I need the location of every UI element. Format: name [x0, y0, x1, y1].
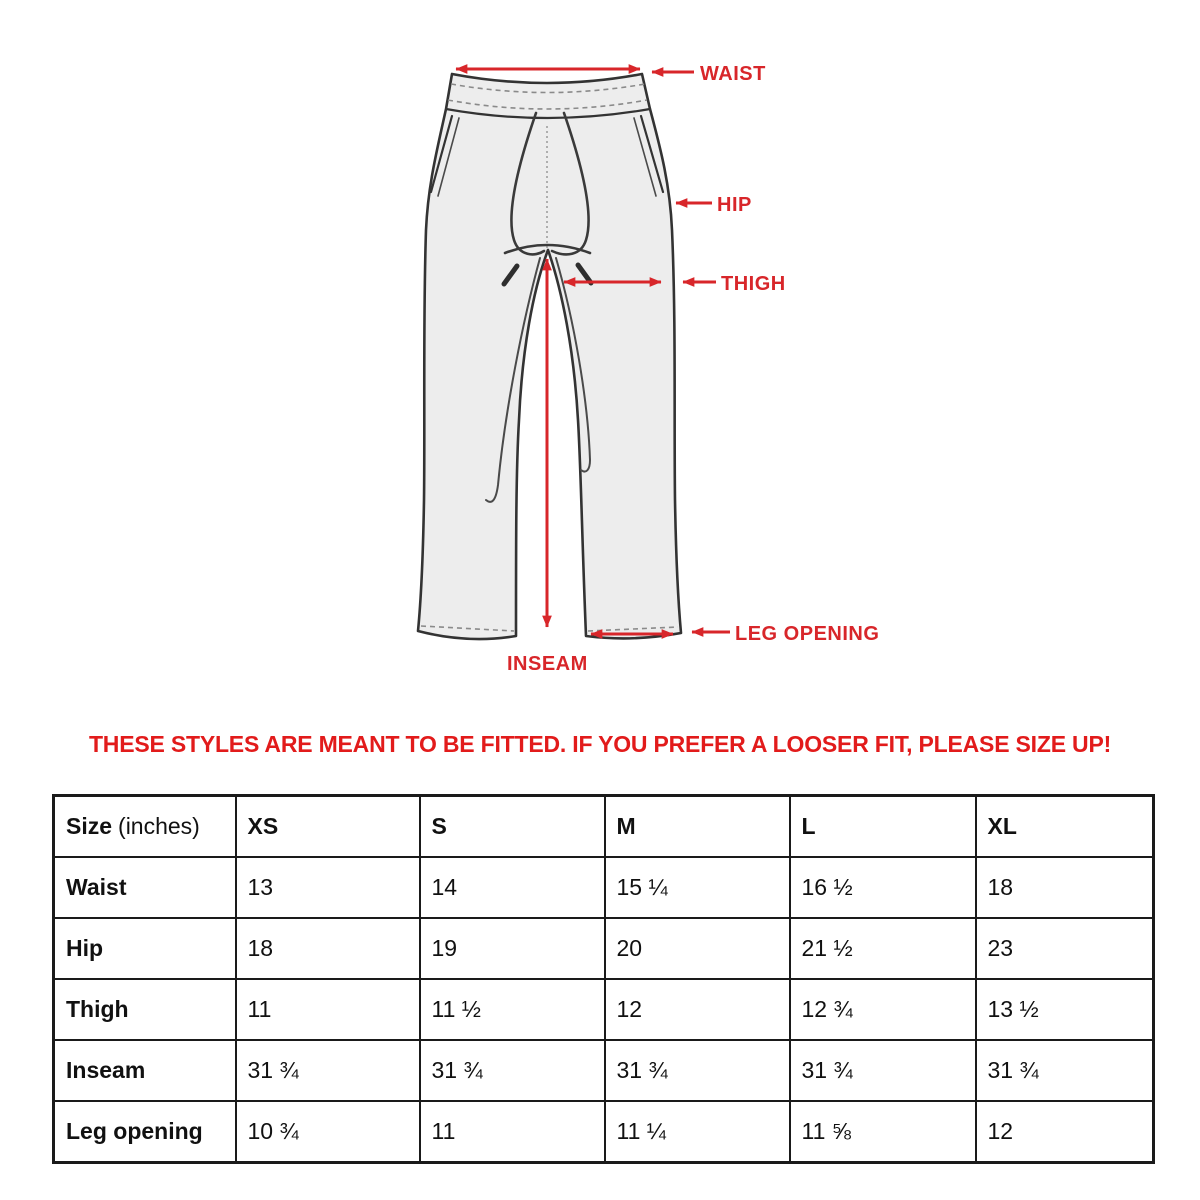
leg-opening-l: 11 ⅝: [788, 1100, 977, 1164]
leg-opening-m: 11 ¼: [603, 1100, 791, 1164]
fit-notice: THESE STYLES ARE MEANT TO BE FITTED. IF …: [88, 731, 1112, 757]
inseam-label: INSEAM: [507, 653, 588, 675]
header-m: M: [603, 794, 791, 858]
pants-sketch: [416, 72, 683, 641]
hip-s: 19: [418, 917, 606, 980]
row-label-leg-opening: Leg opening: [52, 1100, 237, 1164]
waist-xs: 13: [234, 856, 421, 919]
header-xs: XS: [234, 794, 421, 858]
waist-xl: 18: [974, 856, 1155, 919]
measurement-arrows: [455, 64, 730, 639]
inseam-s: 31 ¾: [418, 1039, 606, 1102]
thigh-xs: 11: [234, 978, 421, 1041]
header-xl: XL: [974, 794, 1155, 858]
table-row-leg-opening: Leg opening 10 ¾ 11 11 ¼ 11 ⅝ 12: [52, 1100, 1155, 1164]
row-label-inseam: Inseam: [52, 1039, 237, 1102]
size-table: Size (inches) XS S M L XL Waist 13 14 15 …: [52, 794, 1155, 1164]
table-row-thigh: Thigh 11 11 ½ 12 12 ¾ 13 ½: [52, 978, 1155, 1041]
right-pocket-line: [639, 114, 665, 194]
row-label-thigh: Thigh: [52, 978, 237, 1041]
pants-measurement-diagram: WAIST HIP THIGH LEG OPENING INSEAM: [416, 63, 879, 675]
right-pocket-stitch: [633, 117, 657, 197]
pants-body-outline: [416, 72, 683, 641]
unit-label: (inches): [118, 813, 200, 839]
drawstring-end-left: [485, 257, 541, 503]
waistband-stitch-bottom: [447, 99, 648, 110]
drawstring-aglet-left: [501, 263, 520, 287]
header-size-cell: Size (inches): [52, 794, 237, 858]
inseam-m: 31 ¾: [603, 1039, 791, 1102]
inseam-l: 31 ¾: [788, 1039, 977, 1102]
waist-label: WAIST: [700, 63, 766, 85]
leg-opening-xs: 10 ¾: [234, 1100, 421, 1164]
hip-l: 21 ½: [788, 917, 977, 980]
waistband-stitch-top: [450, 83, 646, 94]
table-header-row: Size (inches) XS S M L XL: [52, 794, 1155, 858]
leg-opening-label: LEG OPENING: [735, 623, 879, 645]
row-label-waist: Waist: [52, 856, 237, 919]
thigh-xl: 13 ½: [974, 978, 1155, 1041]
thigh-l: 12 ¾: [788, 978, 977, 1041]
inseam-xl: 31 ¾: [974, 1039, 1155, 1102]
left-hem-stitch: [420, 625, 515, 632]
leg-opening-xl: 12: [974, 1100, 1155, 1164]
waist-m: 15 ¼: [603, 856, 791, 919]
waistband-seam: [444, 107, 652, 120]
header-l: L: [788, 794, 977, 858]
right-hem-stitch: [587, 626, 679, 632]
hip-xl: 23: [974, 917, 1155, 980]
hip-xs: 18: [234, 917, 421, 980]
table-row-hip: Hip 18 19 20 21 ½ 23: [52, 917, 1155, 980]
row-label-hip: Hip: [52, 917, 237, 980]
leg-opening-s: 11: [418, 1100, 606, 1164]
thigh-s: 11 ½: [418, 978, 606, 1041]
table-row-inseam: Inseam 31 ¾ 31 ¾ 31 ¾ 31 ¾ 31 ¾: [52, 1039, 1155, 1102]
measurement-labels: WAIST HIP THIGH LEG OPENING INSEAM: [507, 63, 879, 675]
left-pocket-line: [429, 114, 454, 194]
left-pocket-stitch: [437, 117, 460, 197]
thigh-m: 12: [603, 978, 791, 1041]
hip-m: 20: [603, 917, 791, 980]
waist-l: 16 ½: [788, 856, 977, 919]
waist-s: 14: [418, 856, 606, 919]
thigh-label: THIGH: [721, 273, 786, 295]
drawstring-end-right: [555, 257, 592, 473]
inseam-xs: 31 ¾: [234, 1039, 421, 1102]
drawstring-left-loop: [510, 111, 546, 256]
table-row-waist: Waist 13 14 15 ¼ 16 ½ 18: [52, 856, 1155, 919]
drawstring-right-loop: [550, 111, 590, 256]
size-label: Size: [66, 813, 113, 839]
header-s: S: [418, 794, 606, 858]
hip-label: HIP: [717, 194, 752, 216]
drawstring-knot: [503, 243, 592, 255]
